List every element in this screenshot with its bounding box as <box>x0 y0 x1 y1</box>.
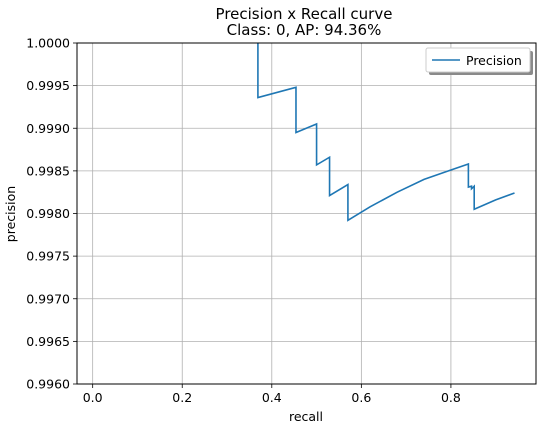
y-tick-label: 0.9995 <box>26 78 70 93</box>
legend-label: Precision <box>466 53 522 68</box>
y-tick-label: 0.9975 <box>26 249 70 264</box>
x-axis-label: recall <box>289 409 323 424</box>
x-tick-label: 0.8 <box>441 390 461 405</box>
series-line-precision <box>257 43 515 222</box>
grid-lines <box>77 42 536 385</box>
chart-subtitle: Class: 0, AP: 94.36% <box>227 21 382 39</box>
x-tick-label: 0.2 <box>172 390 192 405</box>
y-tick-label: 0.9985 <box>26 163 70 178</box>
legend-box <box>425 47 531 73</box>
y-axis-label: precision <box>3 186 18 242</box>
y-tick-label: 1.0000 <box>26 36 70 51</box>
x-tick-label: 0.0 <box>83 390 103 405</box>
y-tick-label: 0.9970 <box>26 291 70 306</box>
legend: Precision <box>425 47 533 75</box>
y-axis-ticks: 0.9960 0.9965 0.9970 0.9975 0.9980 0.9985 0.99… <box>26 36 77 392</box>
x-axis-ticks: 0.0 0.2 0.4 0.6 0.8 <box>83 384 461 405</box>
y-tick-label: 0.9965 <box>26 334 70 349</box>
chart-title: Precision x Recall curve <box>216 5 393 23</box>
y-tick-label: 0.9980 <box>26 206 70 221</box>
plot-frame <box>76 42 537 385</box>
x-tick-label: 0.6 <box>351 390 371 405</box>
y-tick-label: 0.9990 <box>26 121 70 136</box>
x-tick-label: 0.4 <box>262 390 282 405</box>
y-tick-label: 0.9960 <box>26 377 70 392</box>
series-group <box>257 43 515 222</box>
